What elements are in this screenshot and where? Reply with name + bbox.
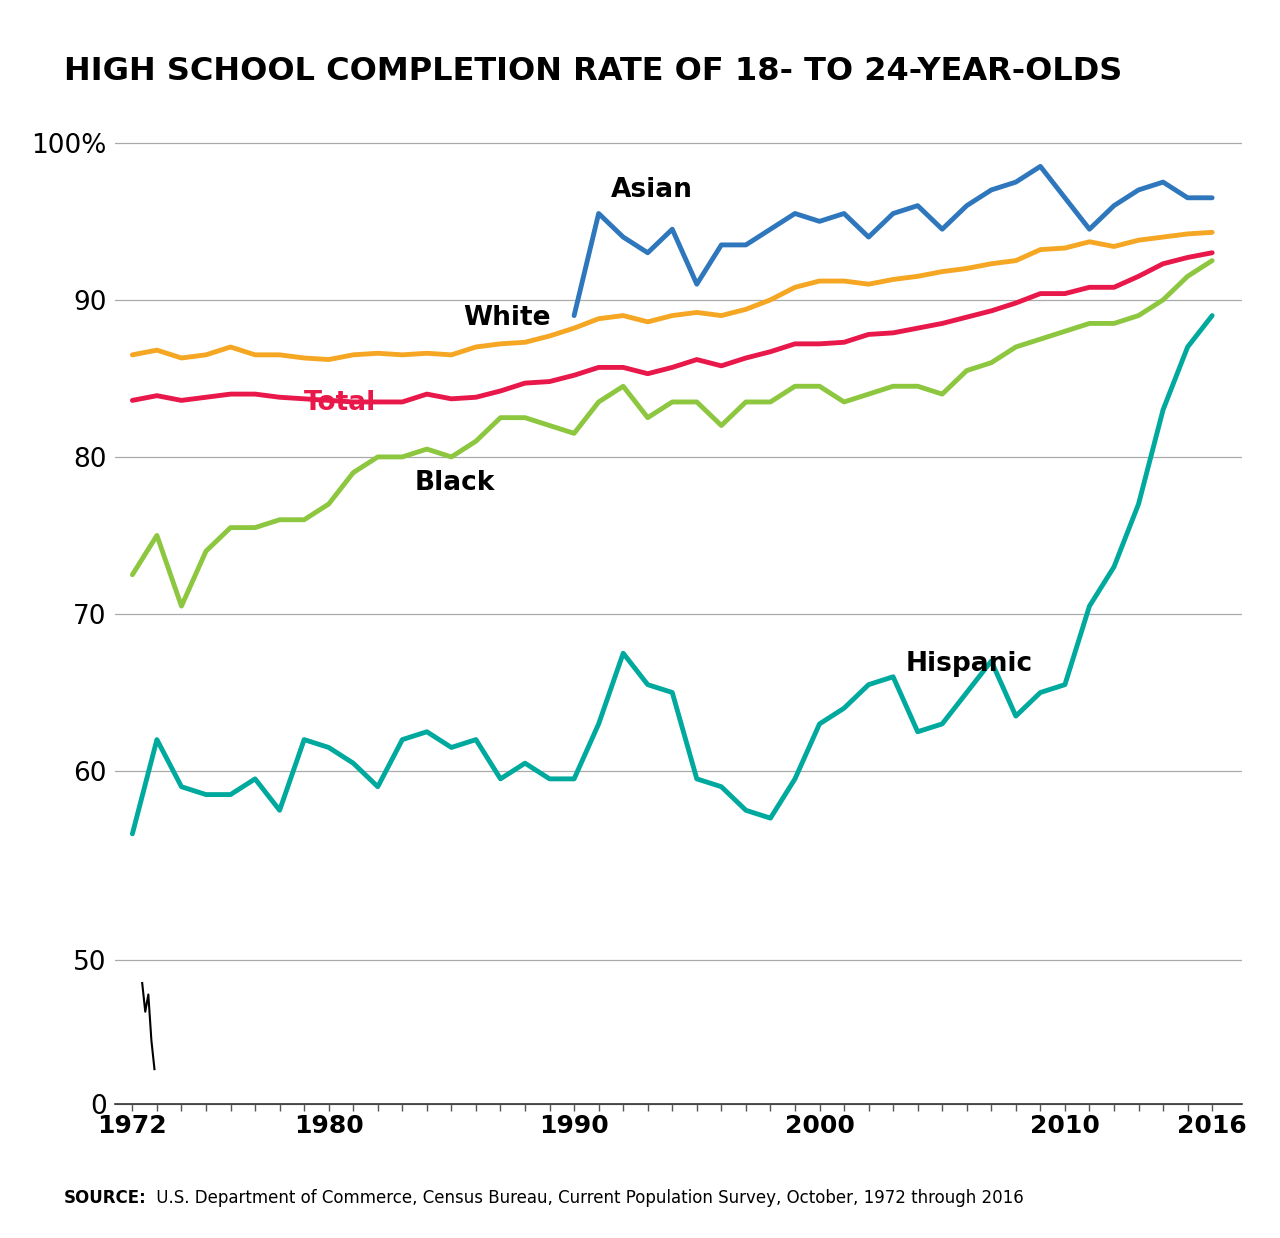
Text: Total: Total — [305, 390, 376, 416]
Text: 2016: 2016 — [1178, 1114, 1247, 1138]
Text: 2010: 2010 — [1030, 1114, 1100, 1138]
Text: White: White — [463, 306, 552, 332]
Text: 1990: 1990 — [539, 1114, 609, 1138]
Text: Hispanic: Hispanic — [905, 651, 1033, 677]
Text: SOURCE:: SOURCE: — [64, 1188, 147, 1207]
Text: 1972: 1972 — [97, 1114, 168, 1138]
Text: 2000: 2000 — [785, 1114, 855, 1138]
Text: U.S. Department of Commerce, Census Bureau, Current Population Survey, October, : U.S. Department of Commerce, Census Bure… — [151, 1188, 1024, 1207]
Text: HIGH SCHOOL COMPLETION RATE OF 18- TO 24-YEAR-OLDS: HIGH SCHOOL COMPLETION RATE OF 18- TO 24… — [64, 56, 1123, 87]
Text: 1980: 1980 — [294, 1114, 364, 1138]
Text: Black: Black — [415, 470, 495, 496]
Text: Asian: Asian — [611, 177, 692, 203]
